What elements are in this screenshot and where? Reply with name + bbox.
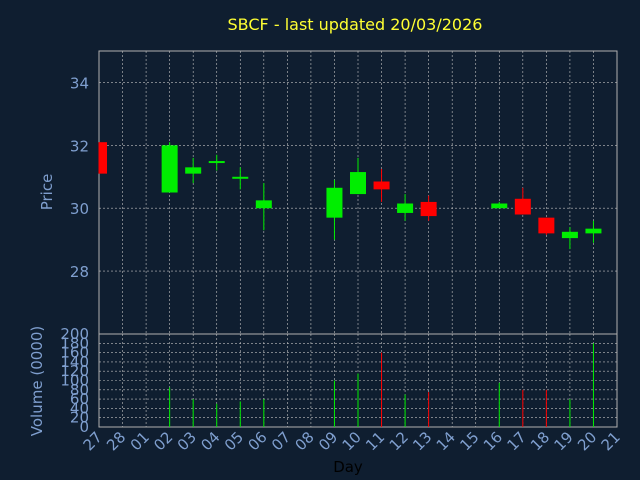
candle-body <box>397 203 414 213</box>
candle-body <box>208 161 225 164</box>
price-tick-label: 34 <box>70 74 89 92</box>
volume-tick-label: 140 <box>60 353 89 371</box>
candle-body <box>185 167 202 174</box>
candle-body <box>561 231 578 239</box>
price-panel: 28 30 32 34 <box>70 50 618 335</box>
volume-tick-label: 160 <box>60 344 89 362</box>
volume-tick-label: 80 <box>70 381 89 399</box>
price-tick-label: 32 <box>70 137 89 155</box>
candle-body <box>255 200 272 209</box>
candle-body <box>514 198 531 215</box>
candle-body <box>373 181 390 190</box>
candle-body <box>99 142 107 174</box>
candle-body <box>491 203 508 209</box>
volume-tick-label: 0 <box>79 418 89 436</box>
volume-tick-label: 40 <box>70 399 89 417</box>
price-tick-label: 30 <box>70 200 89 218</box>
x-axis-label: Day <box>333 458 363 476</box>
volume-tick-label: 200 <box>60 325 89 343</box>
candle-body <box>350 172 366 195</box>
candle-body <box>585 228 602 234</box>
chart-title: SBCF - last updated 20/03/2026 <box>228 15 483 34</box>
x-axis: 2728010203040506070809101112131415161718… <box>80 428 624 454</box>
candle-body <box>326 187 343 218</box>
candle-body <box>232 176 249 179</box>
volume-tick-label: 60 <box>70 390 89 408</box>
volume-tick-label: 120 <box>60 362 89 380</box>
candle-body <box>161 145 178 193</box>
candle-body <box>538 217 555 234</box>
price-axis-label: Price <box>38 174 56 211</box>
volume-tick-label: 100 <box>60 372 89 390</box>
volume-tick-label: 20 <box>70 409 89 427</box>
candle-body <box>420 201 437 217</box>
price-tick-label: 28 <box>70 263 89 281</box>
volume-axis-label: Volume (0000) <box>28 326 46 436</box>
volume-tick-label: 180 <box>60 334 89 352</box>
